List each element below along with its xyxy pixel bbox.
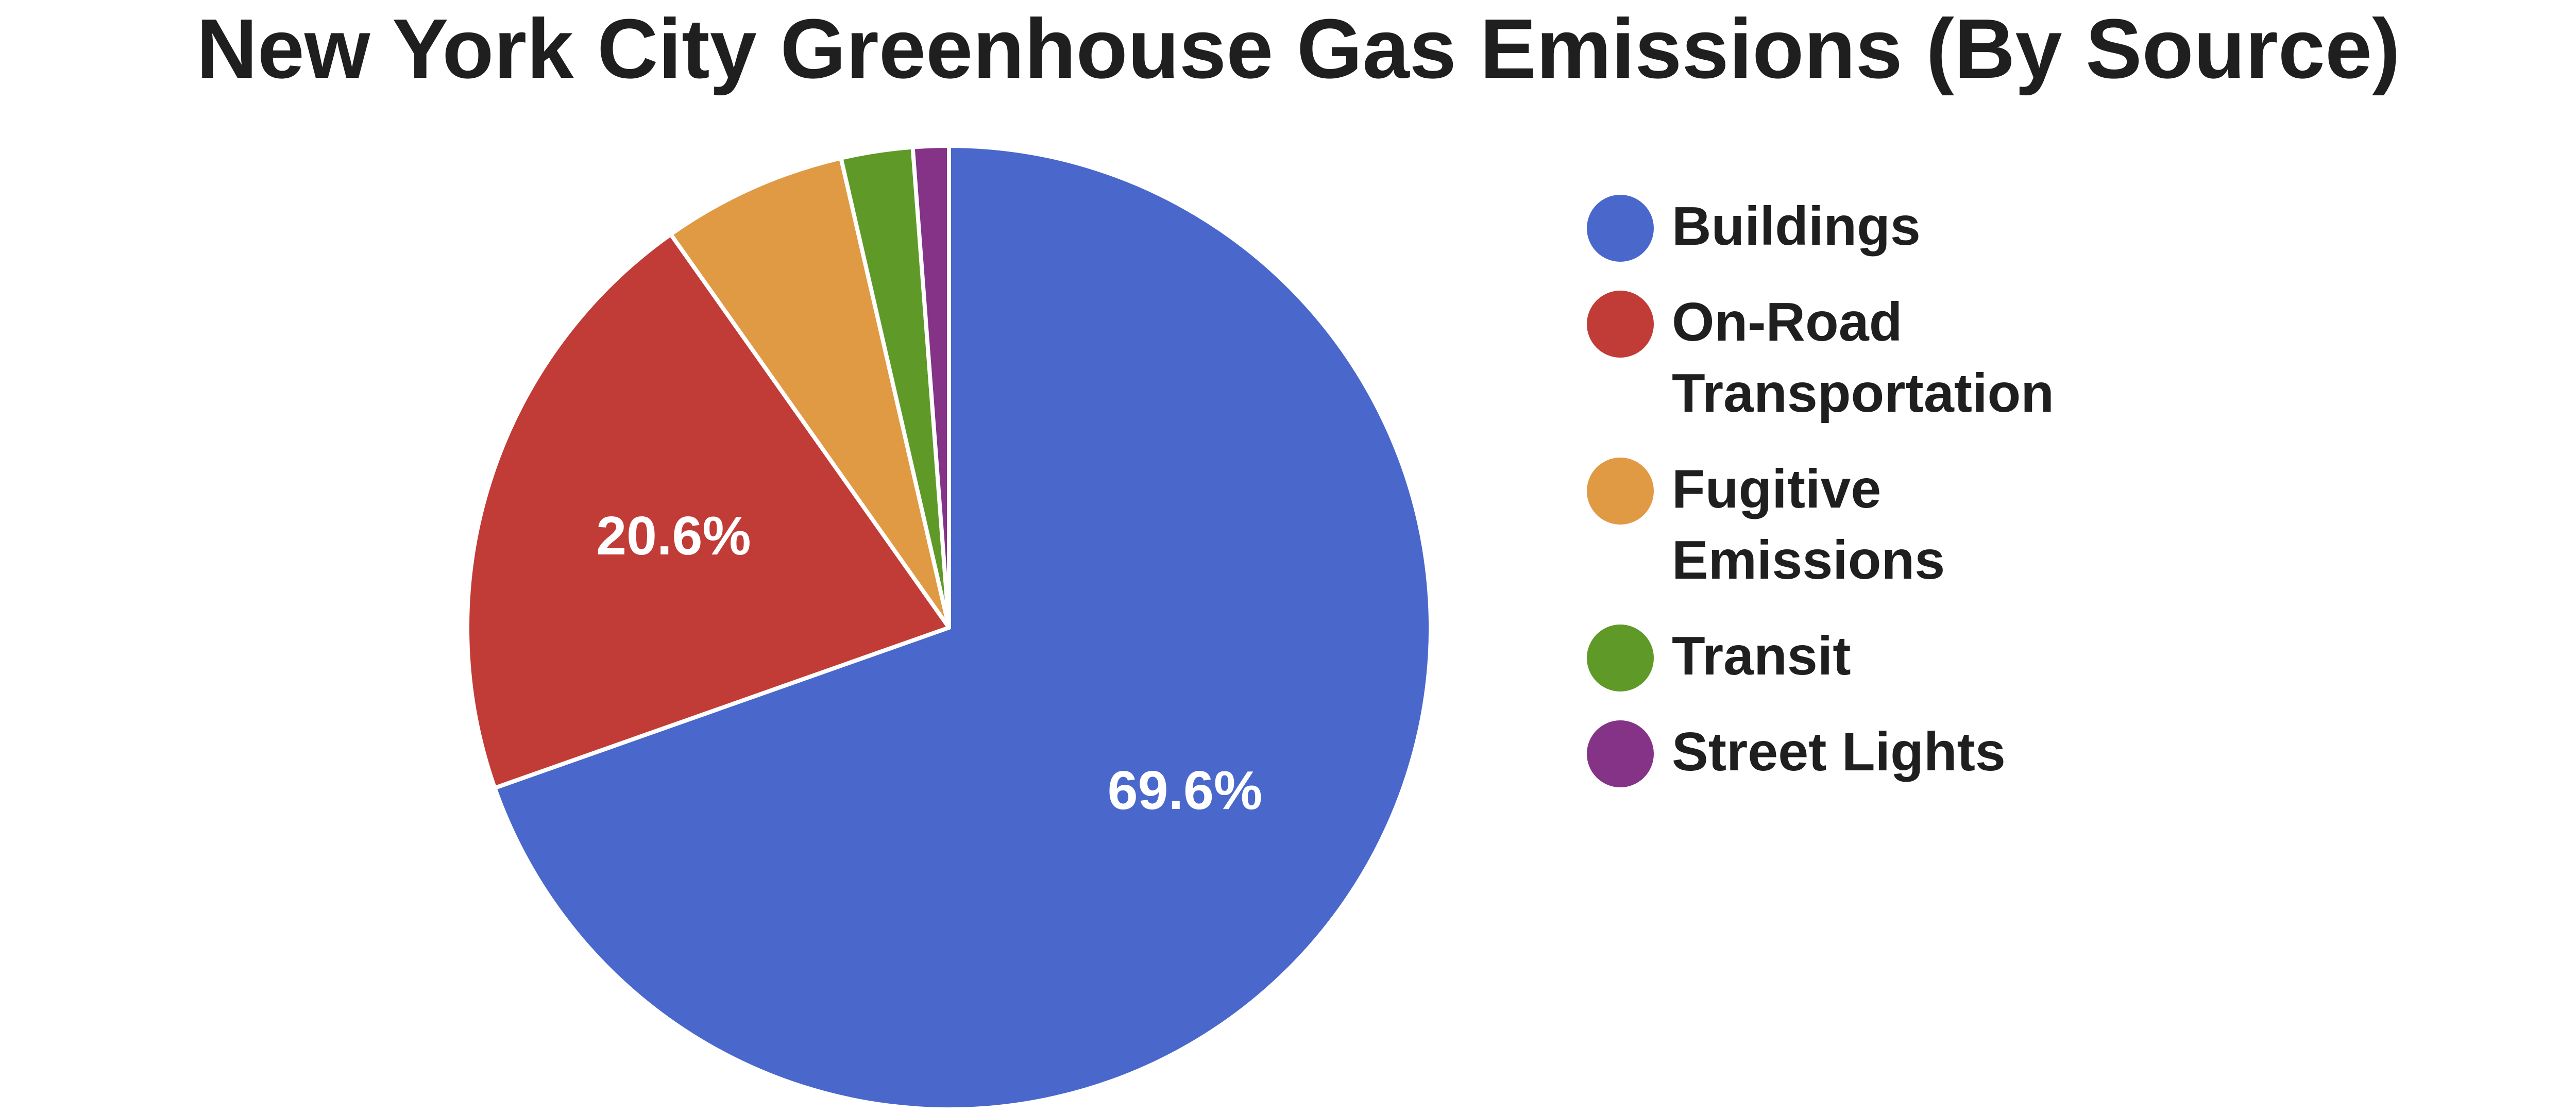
legend-label: Street Lights [1672, 721, 2006, 782]
legend-swatch [1587, 458, 1654, 525]
legend-label: Buildings [1672, 196, 1921, 257]
legend-swatch [1587, 625, 1654, 692]
legend-label: On-Road [1672, 292, 1903, 352]
legend-item: On-Road Transportation [1587, 286, 2308, 429]
legend-item: Street Lights [1587, 716, 2308, 787]
chart-title: New York City Greenhouse Gas Emissions (… [196, 2, 2400, 96]
pie-slice-buildings [493, 144, 1433, 1111]
legend-item: Fugitive Emissions [1587, 453, 2308, 596]
pie-slice-fugitive-emissions [668, 156, 951, 630]
slice-label-buildings: 69.6% [1108, 760, 1263, 821]
legend-label: Emissions [1672, 530, 1945, 591]
pie-slice-street-lights [910, 144, 951, 630]
legend-swatch [1587, 291, 1654, 358]
pie-slice-on-road-transportation [465, 232, 951, 790]
legend-swatch [1587, 195, 1654, 262]
slice-label-on-road-transportation: 20.6% [596, 505, 751, 566]
legend-item: Transit [1587, 620, 2308, 692]
legend-item: Buildings [1587, 191, 2308, 262]
legend-label: Fugitive [1672, 459, 1882, 519]
legend-label: Transportation [1672, 363, 2055, 424]
legend: Buildings On-Road Transportation Fugitive Em… [1587, 191, 2308, 812]
legend-label: Transit [1672, 626, 1851, 686]
legend-swatch [1587, 720, 1654, 787]
